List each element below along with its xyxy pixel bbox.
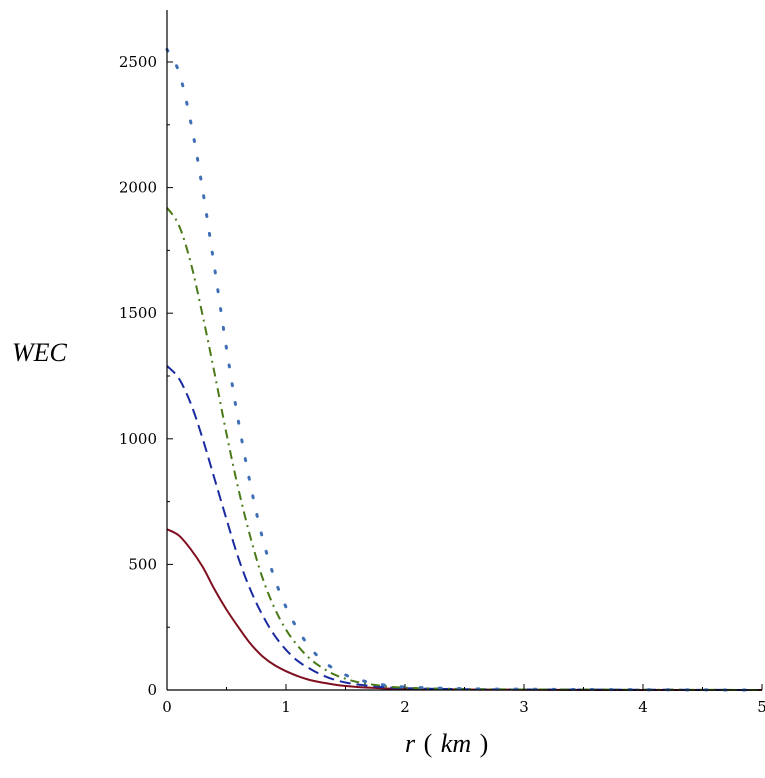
y-axis-label: WEC xyxy=(12,338,68,367)
x-tick-label: 0 xyxy=(162,698,172,716)
x-tick-label: 3 xyxy=(519,698,529,716)
y-tick-label: 0 xyxy=(147,681,157,699)
y-tick-label: 500 xyxy=(128,555,157,573)
y-tick-label: 1500 xyxy=(119,304,157,322)
x-tick-label: 2 xyxy=(400,698,410,716)
y-ticks: 0 500 1000 1500 2000 2500 xyxy=(119,53,173,699)
x-axis-label-var: r xyxy=(405,729,416,758)
y-tick-label: 1000 xyxy=(119,430,157,448)
x-axis-label: r ( km ) xyxy=(405,729,488,758)
x-axis-label-open: ( xyxy=(424,729,433,758)
x-ticks: 0 1 2 3 4 5 xyxy=(162,684,765,716)
x-axis-label-close: ) xyxy=(480,729,489,758)
series-line-4-dot xyxy=(165,47,764,692)
series-line-3-dashdot xyxy=(166,207,763,691)
x-tick-label: 4 xyxy=(638,698,648,716)
x-tick-label: 1 xyxy=(281,698,291,716)
plot-lines xyxy=(165,47,764,692)
axes xyxy=(166,10,762,691)
y-tick-label: 2000 xyxy=(119,179,157,197)
x-tick-label: 5 xyxy=(757,698,765,716)
y-tick-label: 2500 xyxy=(119,53,157,71)
x-axis-label-unit: km xyxy=(441,729,471,758)
series-line-1-solid xyxy=(166,528,762,691)
series-line-2-dash xyxy=(166,365,763,691)
